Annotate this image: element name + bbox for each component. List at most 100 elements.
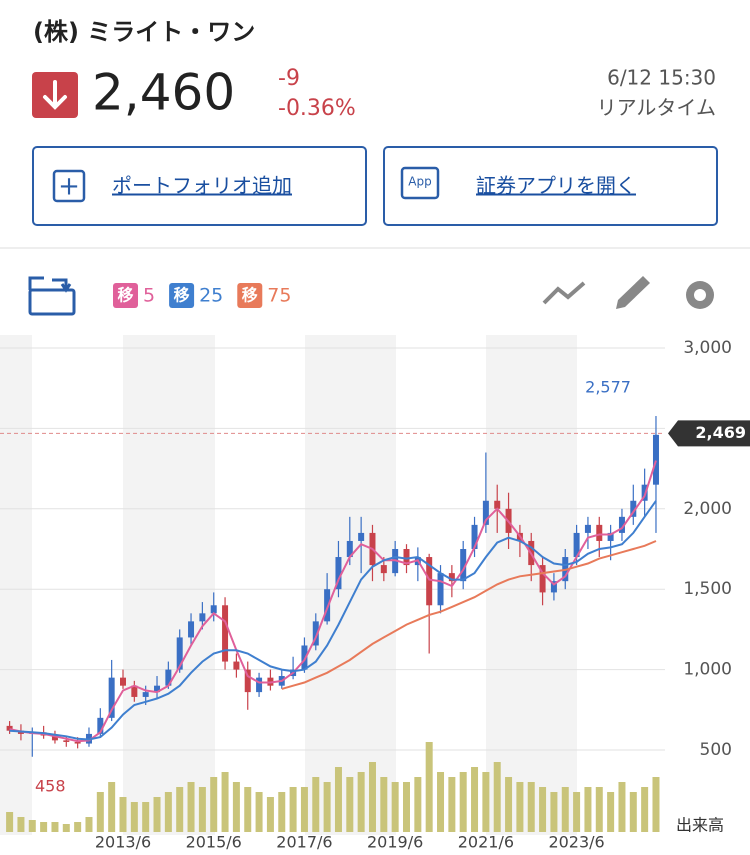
volume-bar [403, 782, 410, 832]
portfolio-button[interactable] [32, 146, 367, 226]
button-label[interactable]: ポートフォリオ追加 [112, 174, 292, 198]
button-label[interactable]: 証券アプリを開く [476, 174, 636, 198]
candle-body [210, 605, 217, 614]
volume-bar [471, 767, 479, 832]
legend-period: 75 [267, 285, 291, 307]
candle-body [142, 692, 149, 697]
candle-body [482, 500, 489, 525]
candle-body [550, 581, 557, 593]
candle-body [256, 677, 263, 693]
volume-bar [164, 792, 172, 832]
high-label: 2,577 [585, 378, 631, 397]
x-tick-label: 2017/6 [276, 833, 332, 852]
candle-body [539, 565, 546, 593]
volume-bar [187, 782, 195, 832]
current-price-tag [668, 420, 750, 447]
plus-icon-box [52, 169, 86, 203]
x-tick-label: 2019/6 [367, 833, 423, 852]
current-price-label: 2,469 [695, 423, 746, 442]
legend-period: 25 [199, 285, 223, 307]
candle-body [51, 735, 58, 741]
candle-body [199, 613, 206, 622]
moving-average-line [9, 460, 657, 743]
candle-body [176, 637, 183, 670]
rotate-icon[interactable] [28, 276, 76, 316]
price: 2,460 [92, 64, 235, 122]
candle-body [426, 557, 433, 606]
y-tick-label: 500 [700, 740, 732, 760]
volume-bar [425, 742, 433, 832]
year-bands [0, 335, 577, 835]
y-tick-label: 3,000 [683, 338, 732, 358]
volume-bar [278, 792, 286, 832]
volume-bar [584, 787, 592, 832]
volume-bar [380, 777, 388, 832]
volume-bar [289, 787, 297, 832]
volume-bar [85, 817, 93, 832]
candle-body [494, 500, 501, 509]
x-tick-label: 2015/6 [186, 833, 242, 852]
candle-body [630, 500, 637, 517]
moving-average-line [9, 500, 657, 741]
status: リアルタイム [597, 96, 716, 120]
change-percent: -0.36% [278, 96, 356, 121]
candle-body [165, 669, 172, 686]
volume-bar [391, 782, 399, 832]
app-button[interactable] [383, 146, 718, 226]
legend-period: 5 [143, 285, 155, 307]
volume-bar [448, 777, 456, 832]
volume-bar [51, 822, 59, 832]
volume-bar [17, 817, 25, 832]
app-icon: App [408, 175, 431, 189]
volume-bar [221, 772, 229, 832]
volume-bar [96, 792, 104, 832]
volume-bar [482, 772, 490, 832]
volume-bar [153, 797, 161, 832]
line-icon[interactable] [542, 281, 586, 305]
candle-body [154, 685, 161, 693]
x-tick-label: 2021/6 [458, 833, 514, 852]
candle-body [460, 549, 467, 582]
volume-bar [255, 792, 263, 832]
candle-body [584, 524, 591, 533]
volume-bar [493, 762, 501, 832]
candle-body [596, 524, 603, 541]
volume-bar [198, 787, 206, 832]
volume-bar [210, 777, 218, 832]
candle-body [188, 621, 195, 638]
legend-badge [113, 283, 138, 308]
app-icon-box [400, 166, 440, 200]
y-tick-label: 2,000 [683, 499, 732, 519]
candle-body [312, 621, 319, 646]
volume-bar [618, 782, 626, 832]
legend: 移 5 移 25 移 75 [113, 283, 291, 308]
moving-average-line [281, 540, 657, 690]
volume-label: 出来高 [676, 816, 724, 835]
legend-badge [169, 283, 195, 308]
plus-icon: + [58, 172, 80, 202]
volume-bar [130, 802, 138, 832]
candle-body [97, 717, 104, 734]
legend-tag: 移 [242, 286, 258, 305]
candle-body [380, 565, 387, 574]
time: 6/12 15:30 [607, 66, 716, 90]
volume-bar [300, 787, 308, 832]
volume-bar [266, 797, 274, 832]
volume-bar [629, 792, 637, 832]
volume-bar [74, 822, 82, 832]
volume-bar [232, 782, 240, 832]
candle-body [346, 540, 353, 558]
candle-body [652, 434, 659, 485]
volume-bar [550, 792, 558, 832]
x-tick-label: 2023/6 [548, 833, 604, 852]
y-tick-label: 1,500 [683, 579, 732, 599]
volume-bar [641, 787, 649, 832]
pencil-icon[interactable] [616, 276, 650, 309]
volume-bar [176, 787, 184, 832]
candle-body [63, 740, 70, 742]
legend-badge [237, 283, 263, 308]
candle-body [324, 589, 331, 622]
candle-body [403, 549, 410, 566]
volume-bar [357, 772, 365, 832]
